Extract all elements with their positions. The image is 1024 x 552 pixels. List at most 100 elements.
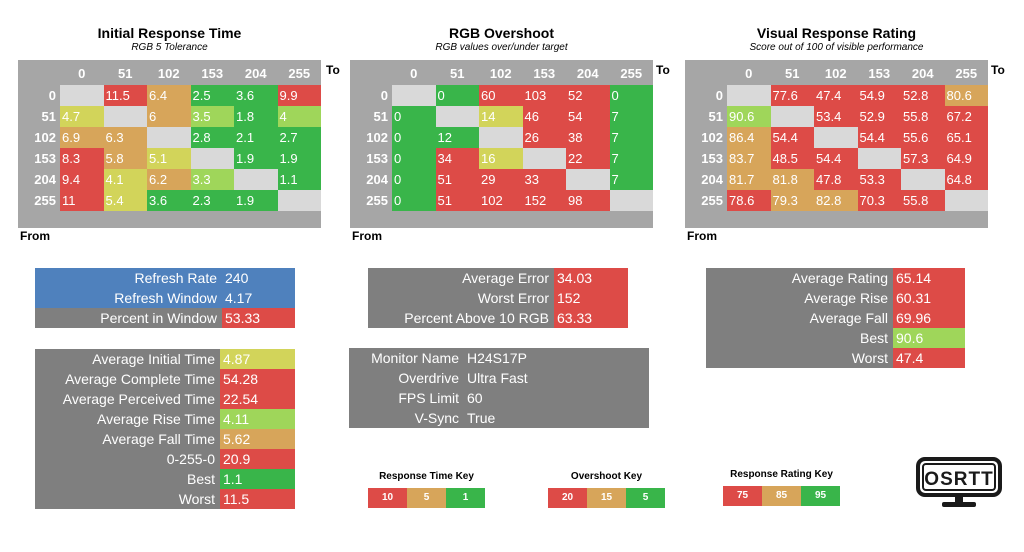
col-header: 102 (824, 66, 847, 81)
stat-value: 4.87 (220, 349, 295, 369)
col-header: 204 (911, 66, 934, 81)
heatmap-cell: 103 (522, 85, 566, 106)
heatmap-cell: 2.7 (277, 127, 321, 148)
heatmap-cell: 52 (566, 85, 610, 106)
col-header: 204 (576, 66, 599, 81)
heatmap-cell: 47.8 (814, 169, 858, 190)
heatmap-cell: 54.9 (857, 85, 901, 106)
key-swatch: 5 (407, 488, 446, 508)
heatmap-cell: 81.7 (727, 169, 771, 190)
heatmap-cell: 0 (392, 148, 436, 169)
heatmap-cell: 34 (435, 148, 479, 169)
heatmap-cell: 78.6 (727, 190, 771, 211)
row-header: 0 (48, 88, 56, 103)
heatmap-cell: 67.2 (944, 106, 988, 127)
heatmap-cell: 102 (479, 190, 523, 211)
row-header: 0 (715, 88, 723, 103)
heatmap-cell: 6.3 (103, 127, 147, 148)
stat-label: Percent Above 10 RGB (368, 308, 554, 328)
stat-row: Average Fall Time 5.62 (35, 429, 295, 449)
stat-label: Average Rating (706, 268, 893, 288)
stat-row: Average Rating 65.14 (706, 268, 965, 288)
stat-label: Best (706, 328, 893, 348)
stat-label: 0-255-0 (35, 449, 220, 469)
heatmap-cell: 0 (392, 169, 436, 190)
col-header: 0 (410, 66, 418, 81)
row-header: 51 (708, 109, 723, 124)
col-header: 255 (955, 66, 978, 81)
heatmap-cell: 6 (147, 106, 191, 127)
heatmap-cell: 0 (435, 85, 479, 106)
heatmap-cell (901, 169, 945, 190)
heatmap-cell: 3.5 (190, 106, 234, 127)
col-header: 255 (620, 66, 643, 81)
key-title: Response Rating Key (730, 469, 833, 480)
heatmap-cell: 16 (479, 148, 523, 169)
heatmap-cell: 52.8 (901, 85, 945, 106)
heatmap-cell: 51 (435, 190, 479, 211)
heatmap-cell: 2.3 (190, 190, 234, 211)
col-header: 51 (785, 66, 800, 81)
heatmap-cell (609, 190, 653, 211)
key-title: Response Time Key (379, 471, 474, 482)
stat-value: 4.11 (220, 409, 295, 429)
heatmap-cell: 4 (277, 106, 321, 127)
stat-row: Worst 11.5 (35, 489, 295, 509)
stat-row: Best 1.1 (35, 469, 295, 489)
to-label: To (991, 63, 1005, 77)
row-header: 153 (34, 151, 56, 166)
logo-text: OSRTT (924, 469, 993, 490)
heatmap-cell (479, 127, 523, 148)
heatmap-cell: 5.8 (103, 148, 147, 169)
stat-label: Worst Error (368, 288, 554, 308)
heatmap-subtitle-visual-rating: Score out of 100 of visible performance (749, 42, 924, 53)
heatmap-cell: 1.9 (277, 148, 321, 169)
heatmap-cell: 14 (479, 106, 523, 127)
key-swatch: 15 (587, 488, 626, 508)
col-header: 153 (533, 66, 556, 81)
stat-label: Average Initial Time (35, 349, 220, 369)
key-title: Overshoot Key (570, 471, 643, 482)
key-swatch: 75 (723, 486, 762, 506)
stat-label: Average Rise (706, 288, 893, 308)
row-header: 255 (366, 193, 388, 208)
stat-row: Average Rise 60.31 (706, 288, 965, 308)
heatmap-cell: 70.3 (857, 190, 901, 211)
initial-response-heatmap: 0 51 102 153 204 255 0 11.5 6.4 2.5 3.6 9.9 51 4.7 6 3.… (18, 60, 321, 228)
stat-value: 65.14 (893, 268, 965, 288)
overshoot-key: Overshoot Key 20 15 5 (548, 471, 666, 511)
col-header: 204 (244, 66, 267, 81)
monitor-value: True (467, 410, 496, 426)
stat-value: 152 (554, 288, 628, 308)
col-header: 51 (450, 66, 465, 81)
from-label: From (352, 229, 382, 243)
stat-label: Worst (35, 489, 220, 509)
heatmap-cell: 152 (522, 190, 566, 211)
heatmap-cell: 0 (392, 127, 436, 148)
heatmap-cell (234, 169, 278, 190)
stat-value: 90.6 (893, 328, 965, 348)
heatmap-cell: 53.4 (814, 106, 858, 127)
stat-value: 69.96 (893, 308, 965, 328)
heatmap-cell: 64.8 (944, 169, 988, 190)
stat-row: Average Fall 69.96 (706, 308, 965, 328)
heatmap-cell: 9.9 (277, 85, 321, 106)
heatmap-cell: 11.5 (103, 85, 147, 106)
monitor-logo-icon: OSRTT (916, 457, 1002, 507)
heatmap-cell: 90.6 (727, 106, 771, 127)
heatmap-cell: 54.4 (770, 127, 814, 148)
heatmap-cell: 64.9 (944, 148, 988, 169)
monitor-label: Monitor Name (371, 350, 459, 366)
to-label: To (326, 63, 340, 77)
stat-value: 5.62 (220, 429, 295, 449)
heatmap-cell: 60 (479, 85, 523, 106)
monitor-label: V-Sync (414, 410, 459, 426)
heatmap-cell: 81.8 (770, 169, 814, 190)
heatmap-cell: 7 (609, 127, 653, 148)
stat-label: Average Rise Time (35, 409, 220, 429)
heatmap-cell: 7 (609, 169, 653, 190)
row-header: 102 (34, 130, 56, 145)
row-header: 153 (701, 151, 723, 166)
heatmap-cell: 48.5 (770, 148, 814, 169)
heatmap-cell: 86.4 (727, 127, 771, 148)
